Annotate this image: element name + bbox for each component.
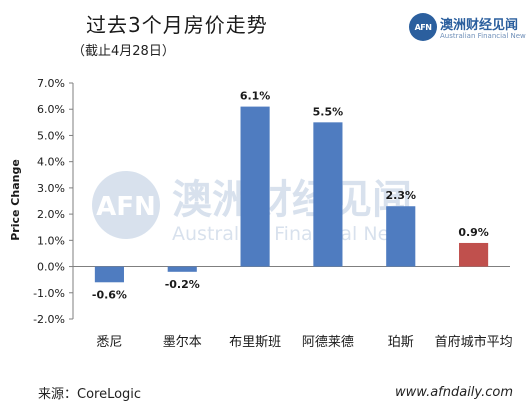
website-url[interactable]: www.afndaily.com xyxy=(395,385,514,400)
data-label: 5.5% xyxy=(313,105,344,118)
bar-2 xyxy=(240,106,270,267)
bar-5 xyxy=(459,242,489,267)
y-tick-label: 7.0% xyxy=(37,77,65,90)
category-label: 墨尔本 xyxy=(163,335,202,350)
watermark-badge: AFN xyxy=(96,192,156,222)
watermark-cn: 澳洲财经见闻 xyxy=(172,177,412,223)
data-label: -0.2% xyxy=(165,278,200,291)
category-label: 布里斯班 xyxy=(229,335,281,350)
y-tick-label: 6.0% xyxy=(37,103,65,116)
category-label: 阿德莱德 xyxy=(302,335,354,350)
bar-0 xyxy=(94,266,124,283)
watermark: AFN 澳洲财经见闻 Australian Financial News xyxy=(92,171,415,245)
logo-badge: AFN xyxy=(409,13,437,41)
y-tick-label: 2.0% xyxy=(37,208,65,221)
chart-bars xyxy=(94,106,489,283)
logo-name-en: Australian Financial News xyxy=(440,32,526,40)
y-tick-label: 1.0% xyxy=(37,234,65,247)
y-tick-label: 5.0% xyxy=(37,129,65,142)
category-label: 珀斯 xyxy=(388,335,414,350)
chart-axes: -2.0% -1.0% 0.0% 1.0% 2.0% 3.0% 4.0% 5.0% 6.0% 7.… xyxy=(33,77,510,326)
category-label: 首府城市平均 xyxy=(435,334,513,350)
data-label: 0.9% xyxy=(458,226,489,239)
data-label: -0.6% xyxy=(92,288,127,301)
bar-3 xyxy=(313,122,343,267)
chart-title: 过去3个月房价走势 xyxy=(86,13,268,37)
y-tick-label: 4.0% xyxy=(37,156,65,169)
afn-logo: AFN 澳洲财经见闻 Australian Financial News xyxy=(409,11,526,45)
chart-labels: -0.6% 悉尼 -0.2% 墨尔本 6.1% 布里斯班 5.5% 阿德莱德 2.3% 珀斯 0.9… xyxy=(92,90,513,350)
y-tick-label: 3.0% xyxy=(37,182,65,195)
y-tick-label: -2.0% xyxy=(33,313,65,326)
bar-4 xyxy=(386,206,416,267)
y-tick-label: 0.0% xyxy=(37,261,65,274)
data-label: 2.3% xyxy=(385,189,416,202)
chart-subtitle: （截止4月28日） xyxy=(72,44,175,59)
y-axis-label: Price Change xyxy=(9,159,22,241)
bar-1 xyxy=(167,266,197,272)
category-label: 悉尼 xyxy=(96,335,122,350)
y-tick-label: -1.0% xyxy=(33,287,65,300)
watermark-en: Australian Financial News xyxy=(172,223,415,245)
source-note: 来源：CoreLogic xyxy=(38,387,142,402)
data-label: 6.1% xyxy=(240,90,271,103)
logo-name-cn: 澳洲财经见闻 xyxy=(440,18,519,33)
